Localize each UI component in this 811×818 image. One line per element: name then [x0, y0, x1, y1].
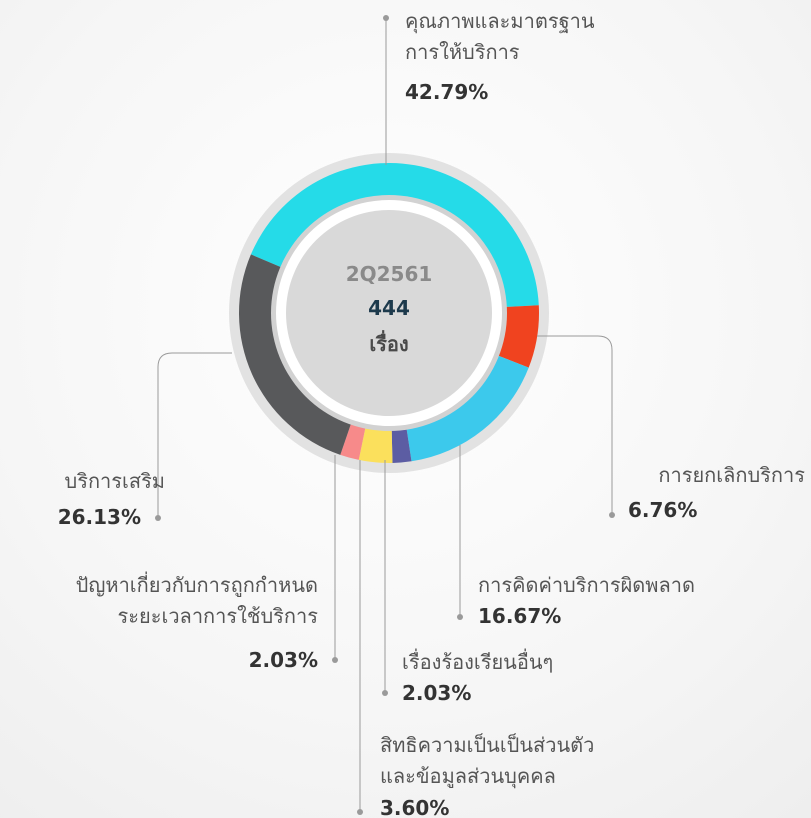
- slice: [340, 418, 367, 460]
- value-label: 6.76%: [628, 498, 698, 522]
- center-value: 444: [368, 296, 410, 320]
- label: การคิดค่าบริการผิดพลาด: [478, 573, 695, 597]
- value-label: 26.13%: [57, 505, 141, 529]
- slice: [250, 162, 539, 308]
- value-label: 16.67%: [478, 604, 562, 628]
- leader-lines: [157, 18, 613, 812]
- center-label: เรื่อง: [369, 332, 409, 356]
- slice: [405, 353, 529, 462]
- label: เรื่องร้องเรียนอื่นๆ: [402, 650, 554, 674]
- label: สิทธิความเป็นเป็นส่วนตัว และข้อมูลส่วนบุ…: [380, 733, 595, 788]
- center-title: 2Q2561: [345, 262, 433, 286]
- slice: [358, 422, 393, 464]
- slice: [391, 423, 412, 463]
- value-label: 3.60%: [380, 796, 450, 818]
- value-label: 2.03%: [402, 681, 472, 705]
- value-label: 42.79%: [405, 80, 489, 104]
- label: การยกเลิกบริการ: [658, 463, 805, 487]
- label: คุณภาพและมาตรฐาน การให้บริการ: [405, 9, 595, 64]
- label: ปัญหาเกี่ยวกับการถูกกำหนด ระยะเวลาการใช้…: [75, 573, 318, 628]
- center-disc: [286, 210, 492, 416]
- label: บริการเสริม: [64, 469, 166, 493]
- value-label: 2.03%: [248, 648, 318, 672]
- leader-dots: [155, 15, 615, 815]
